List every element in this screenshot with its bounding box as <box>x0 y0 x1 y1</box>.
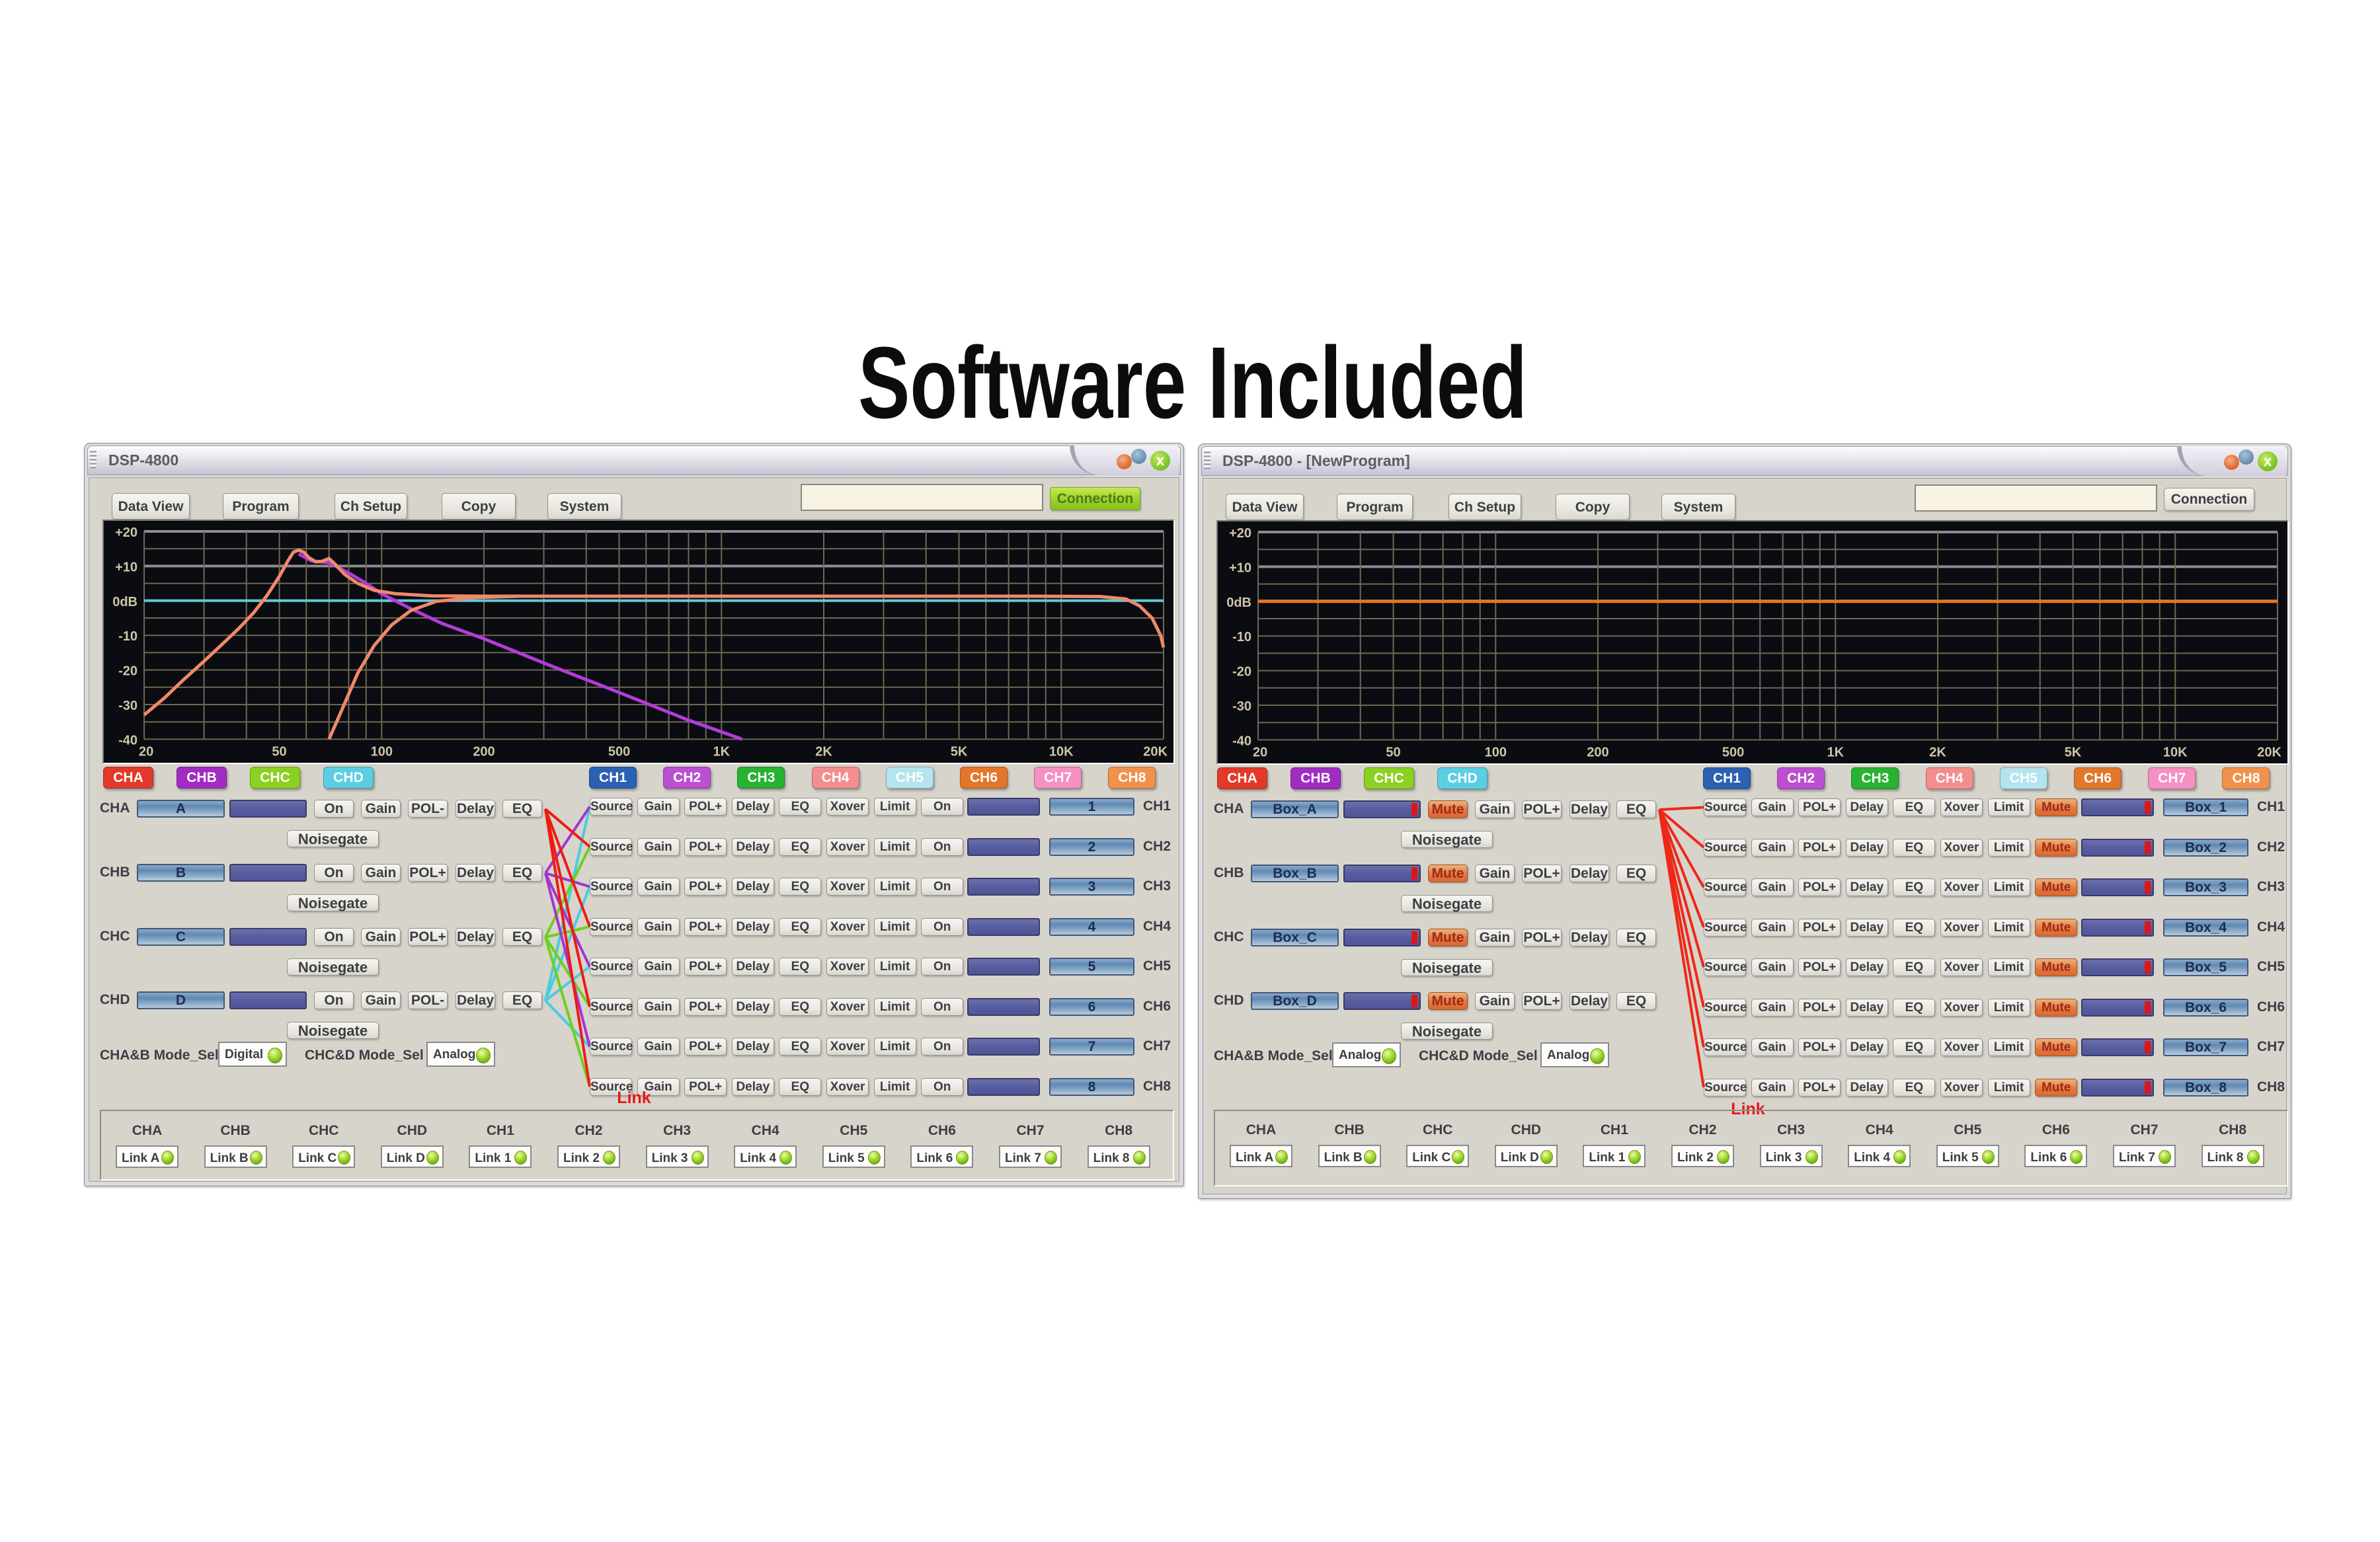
svg-text:100: 100 <box>371 744 393 759</box>
svg-text:-30: -30 <box>1232 699 1251 714</box>
svg-text:-10: -10 <box>118 629 138 644</box>
svg-text:10K: 10K <box>1049 744 1074 759</box>
svg-text:-40: -40 <box>118 733 138 748</box>
svg-text:+20: +20 <box>115 525 138 540</box>
svg-text:1K: 1K <box>1827 745 1844 759</box>
svg-text:20K: 20K <box>1143 744 1168 759</box>
svg-text:0dB: 0dB <box>112 595 138 609</box>
svg-text:0dB: 0dB <box>1226 596 1251 610</box>
svg-text:-40: -40 <box>1232 734 1251 748</box>
svg-text:-10: -10 <box>1232 630 1251 644</box>
svg-text:+10: +10 <box>115 560 138 574</box>
svg-text:1K: 1K <box>713 744 730 759</box>
svg-text:200: 200 <box>473 744 495 759</box>
svg-text:20: 20 <box>1253 745 1267 759</box>
svg-text:2K: 2K <box>815 744 832 759</box>
svg-text:100: 100 <box>1485 745 1507 759</box>
svg-text:-20: -20 <box>118 664 138 679</box>
svg-text:5K: 5K <box>951 744 968 759</box>
svg-text:-30: -30 <box>118 699 138 713</box>
svg-text:10K: 10K <box>2163 745 2188 759</box>
svg-text:50: 50 <box>1386 745 1400 759</box>
svg-text:50: 50 <box>272 744 286 759</box>
svg-text:5K: 5K <box>2065 745 2082 759</box>
svg-text:500: 500 <box>608 744 630 759</box>
svg-text:-20: -20 <box>1232 665 1251 679</box>
svg-text:2K: 2K <box>1929 745 1946 759</box>
svg-text:500: 500 <box>1722 745 1744 759</box>
svg-text:+10: +10 <box>1229 560 1251 575</box>
svg-text:+20: +20 <box>1229 526 1251 541</box>
svg-text:20: 20 <box>139 744 153 759</box>
svg-text:20K: 20K <box>2257 745 2281 759</box>
svg-text:200: 200 <box>1587 745 1608 759</box>
